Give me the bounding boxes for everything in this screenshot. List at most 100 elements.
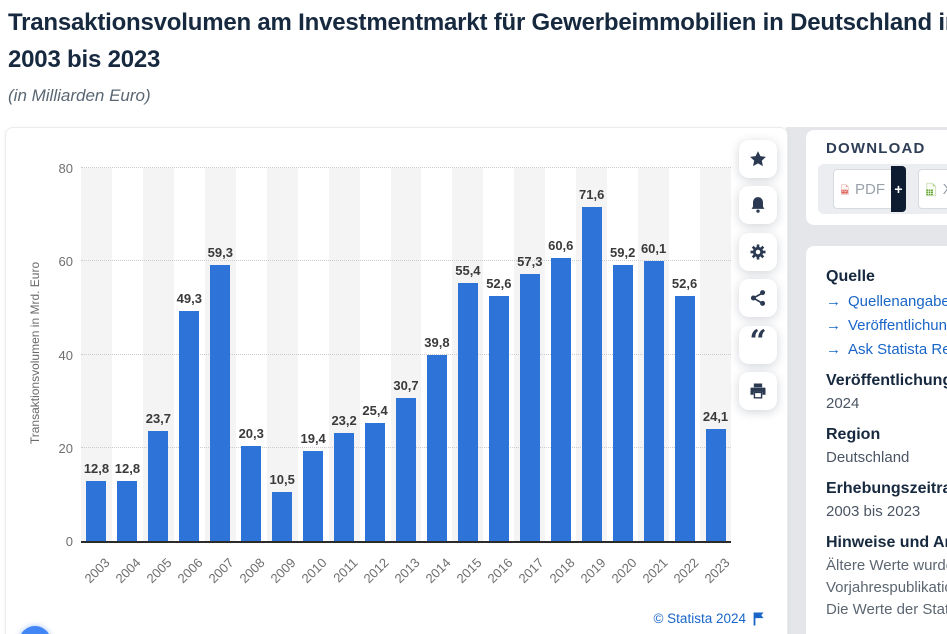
bar-value-label: 30,7 <box>393 377 419 393</box>
download-buttons-box: PDF PDF + XLS <box>818 164 947 214</box>
bar-2009 <box>272 492 293 541</box>
printer-icon <box>750 383 766 399</box>
field-label-erhebungszeitraum: Erhebungszeitraum <box>826 480 947 497</box>
bar-value-label: 23,7 <box>145 410 172 426</box>
bar-2006 <box>179 311 200 541</box>
source-heading: Quelle <box>826 268 875 285</box>
bar-value-label: 57,3 <box>517 253 543 269</box>
field-value: 2003 bis 2023 <box>826 503 921 520</box>
settings-button[interactable] <box>739 233 777 271</box>
link-ask-statista[interactable]: Ask Statista Research Service <box>826 341 947 358</box>
link-arrow-icon <box>826 341 841 358</box>
bar-value-label: 60,1 <box>640 240 667 256</box>
cite-button[interactable]: “ <box>739 326 777 364</box>
download-pdf-plus-button[interactable]: + <box>891 166 906 212</box>
page-title-line1: Transaktionsvolumen am Investmentmarkt f… <box>8 9 947 36</box>
link-label: Quellenangaben anzeigen <box>848 293 947 310</box>
field-value: Deutschland <box>826 449 910 466</box>
bar-2013 <box>396 397 416 541</box>
bar-value-label: 12,8 <box>83 461 110 477</box>
bar-2017 <box>519 273 540 541</box>
y-tick-label: 60 <box>58 254 73 270</box>
gear-icon <box>750 244 766 260</box>
bar-value-label: 59,2 <box>610 244 636 260</box>
link-label: Ask Statista Research Service <box>848 341 947 358</box>
pdf-split-button: PDF PDF + <box>833 166 906 212</box>
bar-2019 <box>581 207 602 541</box>
gridline <box>81 353 731 355</box>
share-button[interactable] <box>739 279 777 317</box>
bar-value-label: 10,5 <box>269 472 295 488</box>
y-tick-label: 80 <box>58 161 73 176</box>
bar-2015 <box>457 282 478 541</box>
source-info-panel: Quelle Quellenangaben anzeigen Veröffent… <box>806 246 947 634</box>
bar-value-label: 59,3 <box>207 244 233 260</box>
notification-button[interactable] <box>739 186 777 224</box>
link-arrow-icon <box>826 317 841 334</box>
note-line: Die Werte der Statistik <box>826 601 947 618</box>
bar-2023 <box>705 428 726 541</box>
bar-2016 <box>488 295 509 541</box>
field-label-veroeffentlichungsdatum: Veröffentlichungsdatum <box>826 372 947 389</box>
download-panel: DOWNLOAD PDF PDF + <box>806 130 947 225</box>
field-value: 2024 <box>826 395 860 412</box>
flag-icon <box>753 612 764 626</box>
download-heading: DOWNLOAD <box>826 140 926 157</box>
bell-icon <box>751 197 765 213</box>
bar-value-label: 20,3 <box>238 426 264 442</box>
download-pdf-button[interactable]: PDF PDF <box>833 169 891 209</box>
gridline <box>81 260 731 262</box>
x-axis-labels: 2003 2004 2005 2006 2007 2008 2009 2010 2011 2012… <box>81 549 732 619</box>
bar-2012 <box>365 422 386 541</box>
bar-2004 <box>117 481 138 541</box>
plot-area: 0 20 40 60 80 12,8 12,8 23,7 49,3 59,3 20,3 10,5 19,… <box>59 161 731 549</box>
bar-2020 <box>612 264 633 541</box>
field-label-region: Region <box>826 426 881 443</box>
bar-2014 <box>426 355 447 541</box>
svg-text:PDF: PDF <box>842 189 848 193</box>
chart-unit-subtitle: (in Milliarden Euro) <box>8 86 151 105</box>
bar-2005 <box>148 430 169 541</box>
statista-copyright-link[interactable]: © Statista 2024 <box>653 611 765 626</box>
category-stripe <box>81 168 112 541</box>
link-quellenangaben[interactable]: Quellenangaben anzeigen <box>826 293 947 310</box>
download-xls-button[interactable]: XLS <box>918 169 947 209</box>
bar-2010 <box>303 450 324 541</box>
quote-icon: “ <box>749 324 767 359</box>
chart-card: Transaktionsvolumen in Mrd. Euro 0 20 40 60… <box>5 127 788 634</box>
xls-button-label: XLS <box>943 181 947 198</box>
copyright-text: © Statista 2024 <box>653 611 746 626</box>
bar-value-label: 55,4 <box>455 262 481 278</box>
pdf-button-label: PDF <box>855 180 885 198</box>
link-label: Veröffentlichungsangaben <box>848 317 947 334</box>
bar-value-label: 23,2 <box>331 412 357 428</box>
bar-2021 <box>643 260 664 541</box>
bar-value-label: 52,6 <box>671 275 698 291</box>
bar-2003 <box>86 481 107 541</box>
bar-value-label: 49,3 <box>176 291 202 307</box>
note-line: Ältere Werte wurden <box>826 557 947 574</box>
favorite-button[interactable] <box>739 140 777 178</box>
bar-2007 <box>210 264 231 541</box>
bar-2018 <box>550 258 571 541</box>
y-tick-label: 0 <box>65 534 73 549</box>
bar-value-label: 60,6 <box>548 238 574 254</box>
bar-value-label: 12,8 <box>114 461 141 477</box>
star-icon <box>750 151 766 167</box>
link-veroeffentlichungsangaben[interactable]: Veröffentlichungsangaben <box>826 317 947 334</box>
category-stripe <box>266 168 298 541</box>
bar-value-label: 24,1 <box>702 408 729 424</box>
bar-value-label: 52,6 <box>486 275 512 291</box>
bar-value-label: 19,4 <box>300 430 326 446</box>
gridline <box>81 167 731 168</box>
notes-heading: Hinweise und Anmerkungen <box>826 534 947 551</box>
share-icon <box>750 290 766 306</box>
bar-value-label: 25,4 <box>362 402 388 418</box>
page-title: Transaktionsvolumen am Investmentmarkt f… <box>8 4 947 78</box>
note-line: Vorjahrespublikationen <box>826 579 947 596</box>
floating-action-button[interactable] <box>19 626 51 634</box>
bar-2011 <box>334 432 355 541</box>
print-button[interactable] <box>739 372 777 410</box>
xls-file-icon <box>926 182 937 196</box>
